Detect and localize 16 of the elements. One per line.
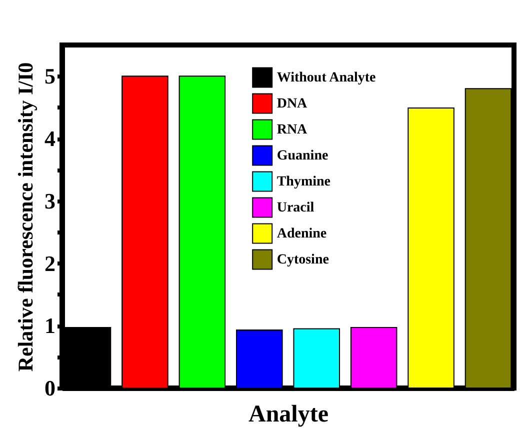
y-tick-label: 3 bbox=[44, 188, 56, 214]
legend-label: Guanine bbox=[276, 148, 328, 164]
legend-label: Without Analyte bbox=[276, 70, 376, 86]
y-tick-label: 2 bbox=[44, 250, 56, 276]
y-tick-label: 1 bbox=[44, 313, 56, 338]
legend-label: DNA bbox=[276, 96, 308, 112]
legend-label: Cytosine bbox=[276, 252, 329, 268]
y-axis-title: Relative fluorescence intensity I/I0 bbox=[14, 62, 38, 372]
legend-label: RNA bbox=[276, 122, 308, 138]
legend-label: Uracil bbox=[276, 200, 314, 216]
x-axis-title: Analyte bbox=[248, 402, 329, 428]
y-tick-label: 0 bbox=[44, 376, 56, 400]
y-tick-label: 5 bbox=[44, 64, 56, 89]
y-tick-label: 4 bbox=[44, 126, 56, 152]
legend-label: Adenine bbox=[276, 226, 327, 242]
legend-label: Thymine bbox=[276, 174, 331, 190]
